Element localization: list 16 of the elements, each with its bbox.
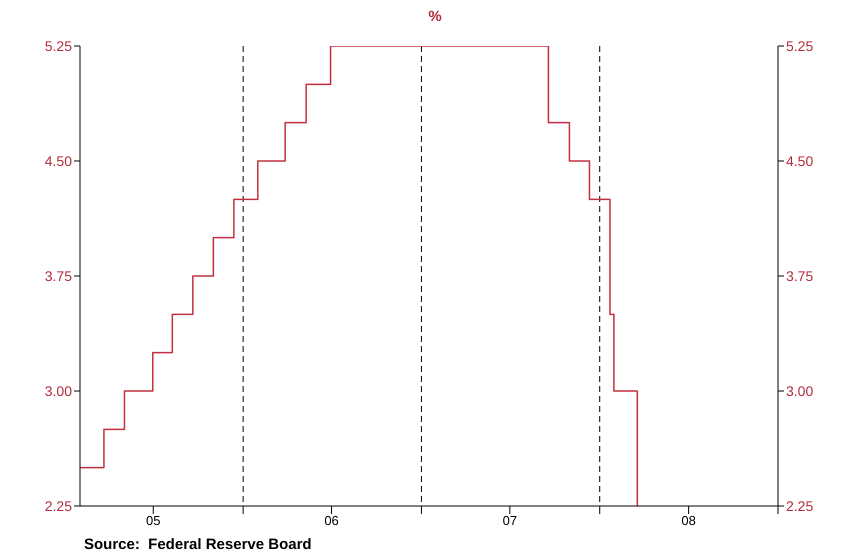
y-tick-label: 3.00 [44,382,72,399]
y2-tick-label: 2.25 [786,498,814,514]
chart-title: % [427,8,443,27]
y2-tick-label: 3.00 [786,382,814,399]
y2-tick-label: 4.50 [786,152,814,169]
x-tick-label: 06 [324,513,339,528]
y-tick-label: 3.75 [44,268,72,284]
y-tick-label: 2.25 [44,498,72,514]
x-tick-label: 07 [502,513,518,528]
x-tick-label: 08 [681,513,696,528]
y-tick-label: 5.25 [44,38,72,54]
y2-tick-label: 5.25 [786,38,814,54]
x-tick-label: 05 [146,513,160,528]
y-tick-label: 4.50 [44,152,72,169]
y2-tick-label: 3.75 [786,268,814,284]
source-note: Source: Federal Reserve Board [84,536,313,553]
